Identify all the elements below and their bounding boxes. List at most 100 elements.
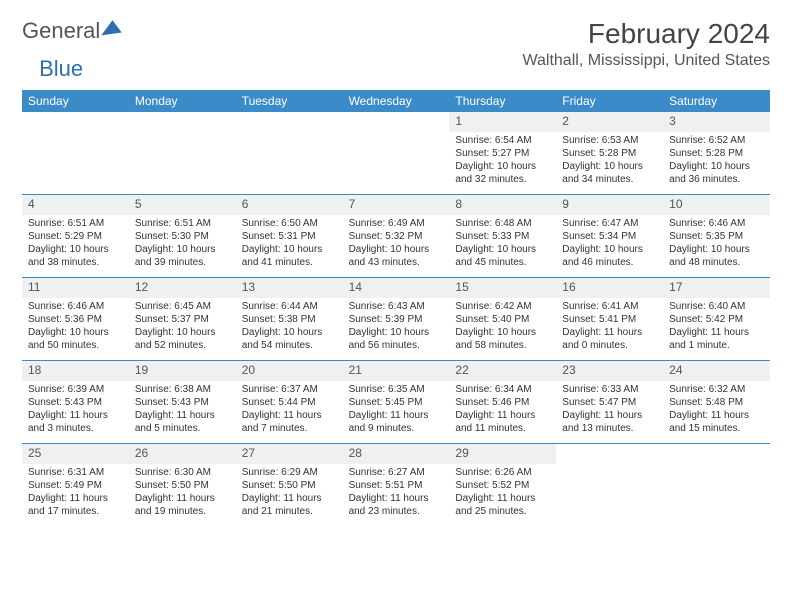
weeks-container: 1Sunrise: 6:54 AMSunset: 5:27 PMDaylight… — [22, 112, 770, 526]
daylight-text: Daylight: 10 hours and 32 minutes. — [455, 160, 550, 186]
sunset-text: Sunset: 5:50 PM — [135, 479, 230, 492]
daylight-text: Daylight: 10 hours and 48 minutes. — [669, 243, 764, 269]
daylight-text: Daylight: 11 hours and 17 minutes. — [28, 492, 123, 518]
sunrise-text: Sunrise: 6:48 AM — [455, 217, 550, 230]
calendar-cell: 29Sunrise: 6:26 AMSunset: 5:52 PMDayligh… — [449, 444, 556, 526]
day-number: 29 — [449, 444, 556, 464]
logo-triangle-icon — [102, 19, 123, 36]
day-number: 14 — [343, 278, 450, 298]
calendar-cell — [343, 112, 450, 194]
daylight-text: Daylight: 11 hours and 15 minutes. — [669, 409, 764, 435]
sunset-text: Sunset: 5:38 PM — [242, 313, 337, 326]
sunset-text: Sunset: 5:28 PM — [562, 147, 657, 160]
day-header: Wednesday — [343, 90, 450, 112]
sunset-text: Sunset: 5:27 PM — [455, 147, 550, 160]
sunrise-text: Sunrise: 6:42 AM — [455, 300, 550, 313]
calendar-week: 25Sunrise: 6:31 AMSunset: 5:49 PMDayligh… — [22, 443, 770, 526]
calendar-cell: 14 Sunrise: 6:43 AMSunset: 5:39 PMDayligh… — [343, 278, 450, 360]
calendar-week: 11Sunrise: 6:46 AMSunset: 5:36 PMDayligh… — [22, 277, 770, 360]
daylight-text: Daylight: 11 hours and 11 minutes. — [455, 409, 550, 435]
calendar-cell — [556, 444, 663, 526]
day-number: 8 — [449, 195, 556, 215]
day-number: 23 — [556, 361, 663, 381]
day-number: 10 — [663, 195, 770, 215]
cell-body: Sunrise: 6:44 AMSunset: 5:38 PMDaylight:… — [236, 298, 343, 356]
sunrise-text: Sunrise: 6:43 AM — [349, 300, 444, 313]
cell-body: Sunrise: 6:42 AMSunset: 5:40 PMDaylight:… — [449, 298, 556, 356]
cell-body: Sunrise: 6:52 AMSunset: 5:28 PMDaylight:… — [663, 132, 770, 190]
sunrise-text: Sunrise: 6:34 AM — [455, 383, 550, 396]
day-number: 15 — [449, 278, 556, 298]
day-header: Friday — [556, 90, 663, 112]
calendar-cell — [22, 112, 129, 194]
sunrise-text: Sunrise: 6:40 AM — [669, 300, 764, 313]
daylight-text: Daylight: 10 hours and 46 minutes. — [562, 243, 657, 269]
sunset-text: Sunset: 5:49 PM — [28, 479, 123, 492]
day-number: 4 — [22, 195, 129, 215]
day-header: Sunday — [22, 90, 129, 112]
sunrise-text: Sunrise: 6:44 AM — [242, 300, 337, 313]
day-header: Thursday — [449, 90, 556, 112]
cell-body: Sunrise: 6:37 AMSunset: 5:44 PMDaylight:… — [236, 381, 343, 439]
cell-body: Sunrise: 6:29 AMSunset: 5:50 PMDaylight:… — [236, 464, 343, 522]
logo-word1: General — [22, 18, 100, 44]
cell-body: Sunrise: 6:46 AMSunset: 5:35 PMDaylight:… — [663, 215, 770, 273]
day-number: 20 — [236, 361, 343, 381]
day-number: 16 — [556, 278, 663, 298]
sunset-text: Sunset: 5:36 PM — [28, 313, 123, 326]
calendar-cell: 3Sunrise: 6:52 AMSunset: 5:28 PMDaylight… — [663, 112, 770, 194]
daylight-text: Daylight: 10 hours and 56 minutes. — [349, 326, 444, 352]
daylight-text: Daylight: 11 hours and 25 minutes. — [455, 492, 550, 518]
cell-body: Sunrise: 6:27 AMSunset: 5:51 PMDaylight:… — [343, 464, 450, 522]
daylight-text: Daylight: 11 hours and 19 minutes. — [135, 492, 230, 518]
calendar-cell: 19Sunrise: 6:38 AMSunset: 5:43 PMDayligh… — [129, 361, 236, 443]
calendar-cell: 27Sunrise: 6:29 AMSunset: 5:50 PMDayligh… — [236, 444, 343, 526]
day-number: 5 — [129, 195, 236, 215]
cell-body: Sunrise: 6:40 AMSunset: 5:42 PMDaylight:… — [663, 298, 770, 356]
daylight-text: Daylight: 10 hours and 34 minutes. — [562, 160, 657, 186]
sunrise-text: Sunrise: 6:38 AM — [135, 383, 230, 396]
cell-body: Sunrise: 6:30 AMSunset: 5:50 PMDaylight:… — [129, 464, 236, 522]
sunset-text: Sunset: 5:39 PM — [349, 313, 444, 326]
day-number: 21 — [343, 361, 450, 381]
calendar-cell: 4Sunrise: 6:51 AMSunset: 5:29 PMDaylight… — [22, 195, 129, 277]
sunrise-text: Sunrise: 6:31 AM — [28, 466, 123, 479]
sunrise-text: Sunrise: 6:26 AM — [455, 466, 550, 479]
sunrise-text: Sunrise: 6:33 AM — [562, 383, 657, 396]
day-number: 1 — [449, 112, 556, 132]
calendar-cell: 22Sunrise: 6:34 AMSunset: 5:46 PMDayligh… — [449, 361, 556, 443]
sunset-text: Sunset: 5:40 PM — [455, 313, 550, 326]
sunset-text: Sunset: 5:44 PM — [242, 396, 337, 409]
calendar-cell: 12Sunrise: 6:45 AMSunset: 5:37 PMDayligh… — [129, 278, 236, 360]
day-number: 26 — [129, 444, 236, 464]
sunset-text: Sunset: 5:28 PM — [669, 147, 764, 160]
calendar-week: 4Sunrise: 6:51 AMSunset: 5:29 PMDaylight… — [22, 194, 770, 277]
cell-body: Sunrise: 6:51 AMSunset: 5:30 PMDaylight:… — [129, 215, 236, 273]
daylight-text: Daylight: 10 hours and 43 minutes. — [349, 243, 444, 269]
logo: General — [22, 18, 122, 44]
daylight-text: Daylight: 10 hours and 39 minutes. — [135, 243, 230, 269]
sunrise-text: Sunrise: 6:30 AM — [135, 466, 230, 479]
calendar-cell: 7Sunrise: 6:49 AMSunset: 5:32 PMDaylight… — [343, 195, 450, 277]
sunset-text: Sunset: 5:43 PM — [28, 396, 123, 409]
daylight-text: Daylight: 11 hours and 3 minutes. — [28, 409, 123, 435]
sunrise-text: Sunrise: 6:50 AM — [242, 217, 337, 230]
daylight-text: Daylight: 11 hours and 23 minutes. — [349, 492, 444, 518]
sunset-text: Sunset: 5:33 PM — [455, 230, 550, 243]
sunrise-text: Sunrise: 6:37 AM — [242, 383, 337, 396]
day-number: 3 — [663, 112, 770, 132]
sunrise-text: Sunrise: 6:47 AM — [562, 217, 657, 230]
cell-body: Sunrise: 6:50 AMSunset: 5:31 PMDaylight:… — [236, 215, 343, 273]
calendar-cell: 17Sunrise: 6:40 AMSunset: 5:42 PMDayligh… — [663, 278, 770, 360]
calendar-cell — [129, 112, 236, 194]
calendar-cell: 24Sunrise: 6:32 AMSunset: 5:48 PMDayligh… — [663, 361, 770, 443]
month-title: February 2024 — [523, 18, 771, 50]
sunset-text: Sunset: 5:30 PM — [135, 230, 230, 243]
cell-body: Sunrise: 6:41 AMSunset: 5:41 PMDaylight:… — [556, 298, 663, 356]
cell-body: Sunrise: 6:51 AMSunset: 5:29 PMDaylight:… — [22, 215, 129, 273]
sunset-text: Sunset: 5:42 PM — [669, 313, 764, 326]
cell-body: Sunrise: 6:35 AMSunset: 5:45 PMDaylight:… — [343, 381, 450, 439]
daylight-text: Daylight: 11 hours and 1 minute. — [669, 326, 764, 352]
sunset-text: Sunset: 5:37 PM — [135, 313, 230, 326]
sunset-text: Sunset: 5:34 PM — [562, 230, 657, 243]
